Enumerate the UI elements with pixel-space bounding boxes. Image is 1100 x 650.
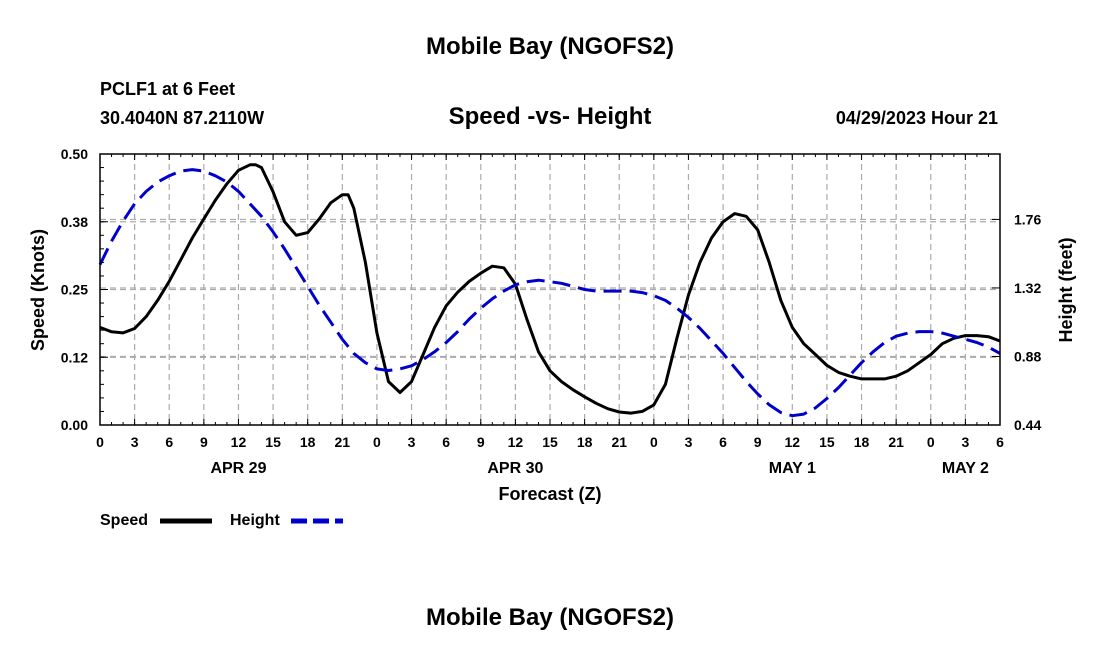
y-right-tick-label: 0.44: [1014, 417, 1041, 433]
x-tick-label: 21: [335, 434, 351, 450]
x-tick-label: 9: [477, 434, 485, 450]
x-tick-label: 15: [819, 434, 835, 450]
x-tick-label: 3: [685, 434, 693, 450]
footer-chart-title: Mobile Bay (NGOFS2): [426, 604, 674, 631]
x-tick-label: 3: [408, 434, 416, 450]
x-date-label: APR 30: [487, 460, 543, 477]
series-speed-line: [99, 163, 1001, 415]
x-tick-label: 15: [542, 434, 558, 450]
y-axis-label: Speed (Knots): [28, 229, 48, 351]
x-tick-label: 6: [719, 434, 727, 450]
x-date-label: APR 29: [210, 460, 266, 477]
legend-height-label: Height: [230, 512, 280, 529]
x-tick-label: 0: [96, 434, 104, 450]
chart-subtitle: Speed -vs- Height: [449, 103, 652, 130]
x-tick-label: 3: [131, 434, 139, 450]
y-axis-right-label: Height (feet): [1056, 238, 1076, 343]
y-tick-label: 0.25: [61, 282, 88, 298]
y-right-tick-label: 1.32: [1014, 280, 1041, 296]
chart-title: Mobile Bay (NGOFS2): [426, 33, 674, 60]
series-height-line: [98, 168, 1001, 418]
x-tick-label: 12: [231, 434, 247, 450]
x-tick-label: 0: [373, 434, 381, 450]
station-label: PCLF1 at 6 Feet: [100, 79, 235, 99]
x-axis-label: Forecast (Z): [498, 484, 601, 504]
x-date-label: MAY 1: [769, 460, 816, 477]
x-tick-label: 18: [854, 434, 870, 450]
x-tick-label: 21: [611, 434, 627, 450]
x-date-label: MAY 2: [942, 460, 989, 477]
x-tick-label: 9: [754, 434, 762, 450]
x-tick-label: 3: [961, 434, 969, 450]
axis-ticks: 0 3 6 9 12 15 18 21 0 3 6 9 12 15 18 21 0 3 6 9 12 15 18 21 0 3 6 A…: [61, 146, 1042, 477]
legend-speed-label: Speed: [100, 512, 148, 529]
x-tick-label: 18: [577, 434, 593, 450]
legend: Speed Height: [100, 512, 343, 529]
x-tick-label: 6: [996, 434, 1004, 450]
x-tick-label: 0: [650, 434, 658, 450]
x-tick-label: 21: [888, 434, 904, 450]
y-right-tick-label: 1.76: [1014, 211, 1041, 227]
x-tick-label: 15: [265, 434, 281, 450]
coordinates-label: 30.4040N 87.2110W: [100, 108, 264, 128]
y-tick-label: 0.12: [61, 349, 88, 365]
x-tick-label: 6: [165, 434, 173, 450]
x-tick-label: 12: [785, 434, 801, 450]
x-tick-label: 12: [508, 434, 524, 450]
timestamp-label: 04/29/2023 Hour 21: [836, 108, 998, 128]
y-tick-label: 0.38: [61, 214, 88, 230]
grid: [100, 154, 1000, 425]
series-layer: [98, 163, 1001, 418]
y-tick-label: 0.00: [61, 417, 88, 433]
x-tick-label: 6: [442, 434, 450, 450]
x-tick-label: 0: [927, 434, 935, 450]
x-tick-label: 9: [200, 434, 208, 450]
x-tick-label: 18: [300, 434, 316, 450]
y-right-tick-label: 0.88: [1014, 348, 1041, 364]
y-tick-label: 0.50: [61, 146, 88, 162]
